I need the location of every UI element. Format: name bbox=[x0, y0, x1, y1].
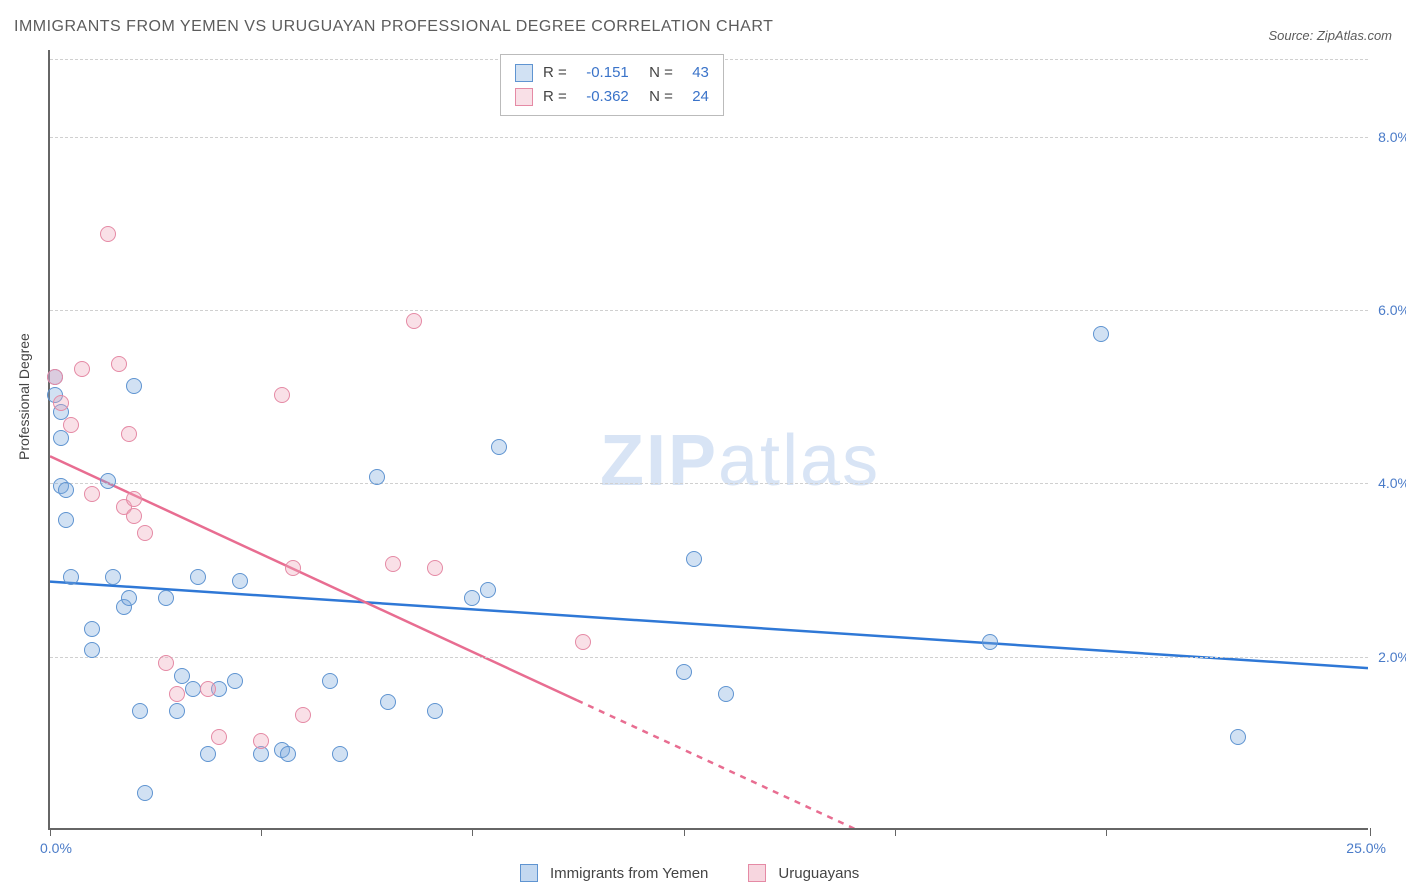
y-tick-label: 6.0% bbox=[1378, 302, 1406, 318]
stat-value: -0.151 bbox=[573, 61, 629, 85]
scatter-point bbox=[1093, 326, 1109, 342]
scatter-point bbox=[100, 226, 116, 242]
legend-stat-row: R =-0.362 N =24 bbox=[515, 85, 709, 109]
stat-label: R = bbox=[543, 85, 567, 109]
legend-swatch bbox=[515, 64, 533, 82]
scatter-point bbox=[63, 417, 79, 433]
scatter-point bbox=[63, 569, 79, 585]
x-tick bbox=[261, 828, 262, 836]
chart-title: IMMIGRANTS FROM YEMEN VS URUGUAYAN PROFE… bbox=[14, 18, 773, 36]
scatter-point bbox=[253, 733, 269, 749]
scatter-point bbox=[380, 694, 396, 710]
scatter-point bbox=[137, 525, 153, 541]
scatter-point bbox=[227, 673, 243, 689]
scatter-point bbox=[137, 785, 153, 801]
scatter-point bbox=[74, 361, 90, 377]
scatter-point bbox=[84, 486, 100, 502]
scatter-point bbox=[232, 573, 248, 589]
scatter-point bbox=[132, 703, 148, 719]
scatter-point bbox=[58, 482, 74, 498]
scatter-point bbox=[427, 703, 443, 719]
scatter-point bbox=[274, 387, 290, 403]
gridline bbox=[50, 483, 1368, 484]
source-credit: Source: ZipAtlas.com bbox=[1268, 28, 1392, 43]
legend-item: Immigrants from Yemen bbox=[520, 864, 708, 882]
stat-label: N = bbox=[649, 85, 673, 109]
stat-value: -0.362 bbox=[573, 85, 629, 109]
scatter-point bbox=[200, 746, 216, 762]
scatter-point bbox=[285, 560, 301, 576]
x-tick bbox=[1370, 828, 1371, 836]
x-tick-label: 0.0% bbox=[40, 840, 72, 856]
scatter-point bbox=[332, 746, 348, 762]
scatter-point bbox=[84, 621, 100, 637]
scatter-point bbox=[295, 707, 311, 723]
scatter-point bbox=[169, 703, 185, 719]
scatter-point bbox=[121, 426, 137, 442]
stat-label: R = bbox=[543, 61, 567, 85]
scatter-point bbox=[406, 313, 422, 329]
scatter-point bbox=[84, 642, 100, 658]
scatter-point bbox=[126, 508, 142, 524]
scatter-point bbox=[190, 569, 206, 585]
scatter-point bbox=[126, 491, 142, 507]
x-tick bbox=[684, 828, 685, 836]
scatter-point bbox=[718, 686, 734, 702]
scatter-point bbox=[185, 681, 201, 697]
scatter-point bbox=[464, 590, 480, 606]
stat-value: 24 bbox=[679, 85, 709, 109]
x-tick bbox=[472, 828, 473, 836]
legend-label: Uruguayans bbox=[778, 865, 859, 882]
trend-lines bbox=[50, 50, 1368, 828]
scatter-point bbox=[58, 512, 74, 528]
scatter-point bbox=[322, 673, 338, 689]
scatter-point bbox=[53, 430, 69, 446]
scatter-point bbox=[169, 686, 185, 702]
correlation-legend: R =-0.151 N =43R =-0.362 N =24 bbox=[500, 54, 724, 116]
scatter-point bbox=[47, 369, 63, 385]
scatter-point bbox=[686, 551, 702, 567]
scatter-point bbox=[982, 634, 998, 650]
legend-label: Immigrants from Yemen bbox=[550, 865, 708, 882]
gridline bbox=[50, 137, 1368, 138]
scatter-point bbox=[385, 556, 401, 572]
scatter-point bbox=[1230, 729, 1246, 745]
scatter-point bbox=[100, 473, 116, 489]
series-legend: Immigrants from Yemen Uruguayans bbox=[520, 864, 859, 882]
scatter-point bbox=[126, 378, 142, 394]
y-tick-label: 2.0% bbox=[1378, 649, 1406, 665]
legend-swatch bbox=[520, 864, 538, 882]
legend-swatch bbox=[515, 88, 533, 106]
scatter-point bbox=[158, 590, 174, 606]
stat-value: 43 bbox=[679, 61, 709, 85]
scatter-point bbox=[280, 746, 296, 762]
x-tick bbox=[50, 828, 51, 836]
scatter-point bbox=[369, 469, 385, 485]
legend-swatch bbox=[748, 864, 766, 882]
legend-stat-row: R =-0.151 N =43 bbox=[515, 61, 709, 85]
y-axis-label: Professional Degree bbox=[16, 333, 32, 460]
scatter-point bbox=[427, 560, 443, 576]
x-tick-label: 25.0% bbox=[1346, 840, 1386, 856]
y-tick-label: 4.0% bbox=[1378, 475, 1406, 491]
scatter-point bbox=[121, 590, 137, 606]
scatter-point bbox=[53, 395, 69, 411]
scatter-point bbox=[111, 356, 127, 372]
scatter-point bbox=[105, 569, 121, 585]
scatter-point bbox=[491, 439, 507, 455]
x-tick bbox=[1106, 828, 1107, 836]
gridline bbox=[50, 657, 1368, 658]
legend-item: Uruguayans bbox=[748, 864, 859, 882]
x-tick bbox=[895, 828, 896, 836]
gridline bbox=[50, 310, 1368, 311]
plot-area: 2.0%4.0%6.0%8.0%0.0%25.0% bbox=[48, 50, 1368, 830]
scatter-point bbox=[480, 582, 496, 598]
scatter-point bbox=[676, 664, 692, 680]
scatter-point bbox=[211, 729, 227, 745]
scatter-point bbox=[575, 634, 591, 650]
scatter-point bbox=[158, 655, 174, 671]
scatter-point bbox=[200, 681, 216, 697]
stat-label: N = bbox=[649, 61, 673, 85]
y-tick-label: 8.0% bbox=[1378, 129, 1406, 145]
